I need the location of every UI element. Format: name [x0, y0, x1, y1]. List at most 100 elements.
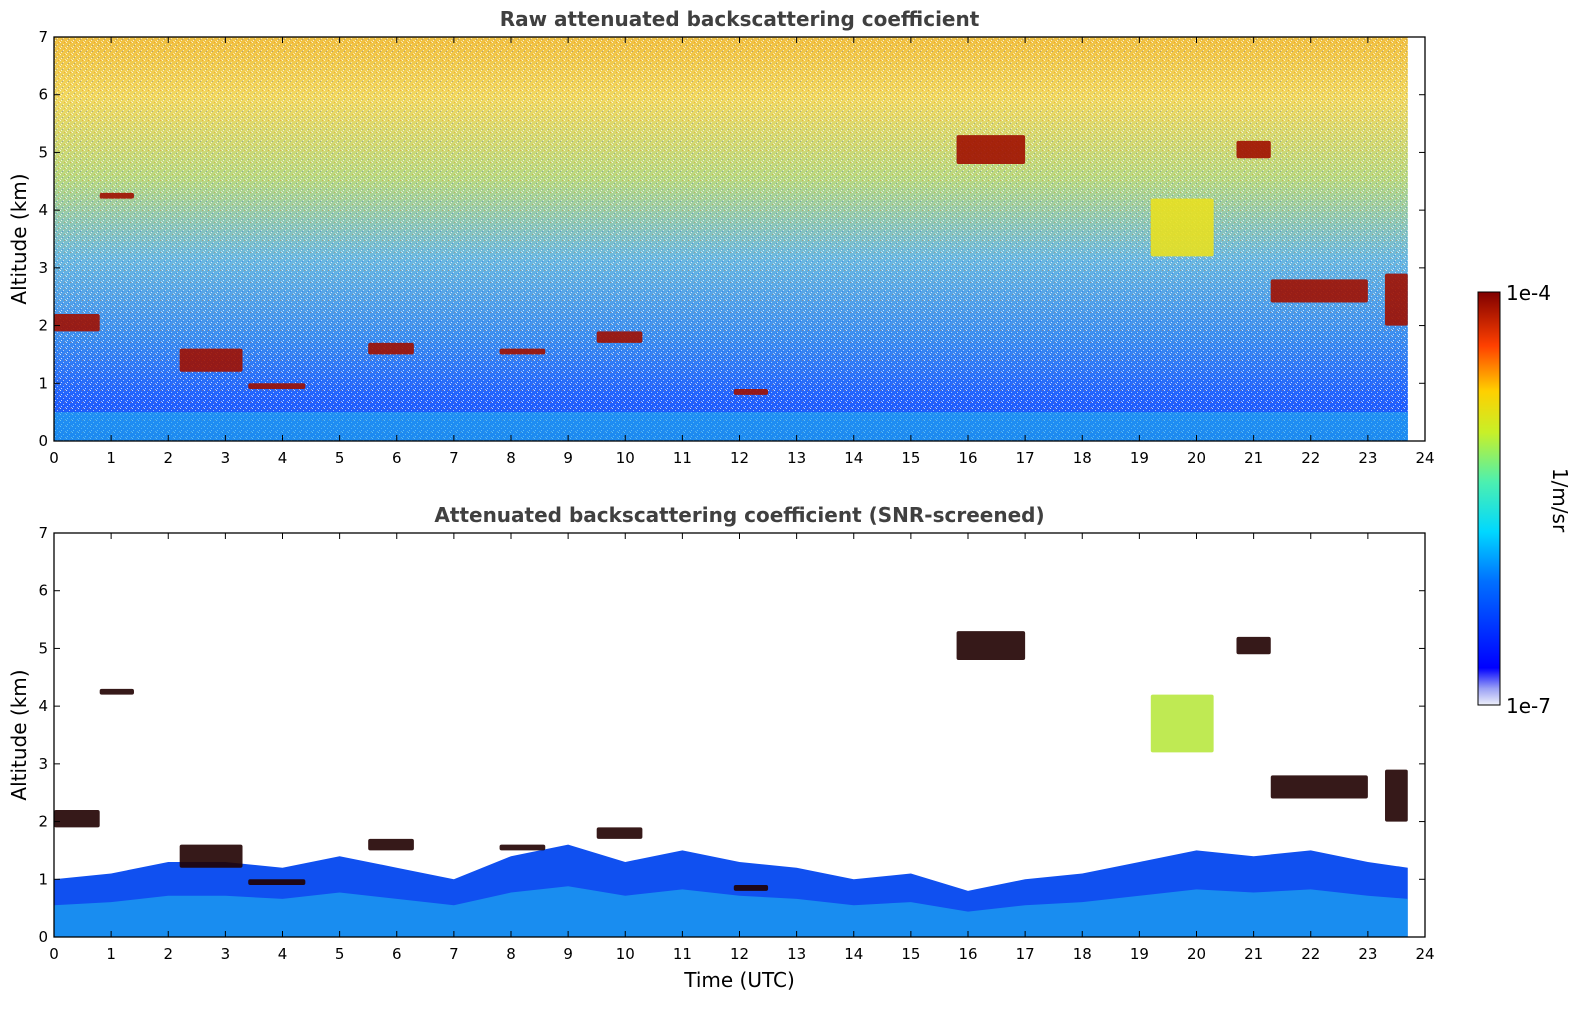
y-axis-ticks: 0 1 2 3 4 5 6 7 — [38, 524, 1425, 946]
x-axis-label: Time (UTC) — [683, 968, 795, 992]
x-tick-label: 22 — [1301, 945, 1320, 963]
screened-cloud-layer — [54, 810, 100, 828]
y-tick-label: 6 — [38, 86, 48, 104]
x-tick-label: 16 — [958, 449, 977, 467]
x-tick-label: 19 — [1130, 945, 1149, 963]
screened-cloud-layer — [956, 631, 1026, 660]
x-tick-label: 4 — [278, 449, 288, 467]
chart-title: Attenuated backscattering coefficient (S… — [434, 503, 1044, 527]
x-tick-label: 17 — [1016, 945, 1035, 963]
y-tick-label: 1 — [38, 374, 48, 392]
y-tick-label: 1 — [38, 870, 48, 888]
x-tick-label: 10 — [616, 449, 635, 467]
screened-cloud-layer — [596, 827, 643, 839]
y-axis-label: Altitude (km) — [7, 173, 31, 304]
cloud-layer — [1150, 198, 1214, 257]
y-tick-label: 6 — [38, 582, 48, 600]
y-tick-label: 7 — [38, 524, 48, 542]
colorbar: 1e-4 1e-7 1/m/sr — [1477, 281, 1572, 718]
screened-cloud-layer — [499, 844, 546, 851]
x-tick-label: 18 — [1073, 449, 1092, 467]
y-tick-label: 0 — [38, 928, 48, 946]
x-tick-label: 5 — [335, 945, 345, 963]
x-tick-label: 1 — [106, 449, 116, 467]
cloud-layers — [54, 37, 1408, 441]
cloud-layer — [499, 348, 546, 355]
y-tick-label: 4 — [38, 201, 48, 219]
noise-speckle — [54, 37, 1408, 441]
y-tick-label: 5 — [38, 143, 48, 161]
y-tick-label: 2 — [38, 813, 48, 831]
x-axis-ticks: 0 1 2 3 4 5 6 7 8 9 10 11 12 13 14 15 16 17 18 19 20 21 22 23 24 — [49, 533, 1435, 963]
screened-signal-field — [54, 631, 1408, 937]
y-tick-label: 0 — [38, 432, 48, 450]
x-tick-label: 7 — [449, 945, 459, 963]
x-tick-label: 2 — [163, 449, 173, 467]
x-tick-label: 0 — [49, 449, 59, 467]
x-tick-label: 23 — [1358, 449, 1377, 467]
x-tick-label: 21 — [1244, 449, 1263, 467]
cloud-layer — [1385, 273, 1408, 326]
screened-cloud-layer — [733, 885, 769, 891]
cloud-layer — [733, 389, 769, 395]
x-tick-label: 4 — [278, 945, 288, 963]
cloud-layer — [1270, 279, 1368, 303]
aerosol-band — [54, 886, 1408, 937]
colorbar-min-label: 1e-7 — [1506, 694, 1551, 718]
cloud-layer — [54, 314, 100, 332]
cloud-layer — [368, 342, 414, 355]
x-tick-label: 1 — [106, 945, 116, 963]
x-tick-label: 19 — [1130, 449, 1149, 467]
x-axis-ticks: 0 1 2 3 4 5 6 7 8 9 10 11 12 13 14 15 16 17 18 19 20 21 22 23 24 — [49, 37, 1435, 467]
cloud-layer — [99, 192, 134, 199]
x-tick-label: 13 — [787, 945, 806, 963]
boundary-layer — [54, 412, 1408, 441]
x-tick-label: 0 — [49, 945, 59, 963]
x-tick-label: 3 — [221, 945, 231, 963]
y-tick-label: 3 — [38, 259, 48, 277]
cloud-layer — [248, 383, 306, 390]
screened-cloud-layer — [248, 879, 306, 886]
x-tick-label: 2 — [163, 945, 173, 963]
x-tick-label: 16 — [958, 945, 977, 963]
x-tick-label: 6 — [392, 449, 402, 467]
screened-cloud-layer — [1236, 636, 1271, 655]
x-tick-label: 9 — [563, 945, 573, 963]
x-tick-label: 3 — [221, 449, 231, 467]
x-tick-label: 9 — [563, 449, 573, 467]
y-tick-label: 5 — [38, 639, 48, 657]
screened-cloud-layer — [99, 688, 134, 695]
x-tick-label: 12 — [730, 945, 749, 963]
cloud-layer — [179, 348, 243, 372]
y-tick-label: 7 — [38, 28, 48, 46]
y-tick-label: 2 — [38, 317, 48, 335]
x-tick-label: 13 — [787, 449, 806, 467]
colorbar-gradient — [1477, 291, 1501, 706]
x-tick-label: 15 — [901, 449, 920, 467]
x-tick-label: 15 — [901, 945, 920, 963]
x-tick-label: 20 — [1187, 945, 1206, 963]
y-axis-ticks: 0 1 2 3 4 5 6 7 — [38, 28, 1425, 450]
raw-backscatter-panel: Raw attenuated backscattering coefficien… — [7, 7, 1435, 467]
x-tick-label: 12 — [730, 449, 749, 467]
x-tick-label: 24 — [1415, 449, 1434, 467]
screened-cloud-layer — [1270, 775, 1368, 799]
screened-cloud-layer — [368, 838, 414, 851]
x-tick-label: 23 — [1358, 945, 1377, 963]
cloud-layer — [1236, 140, 1271, 159]
snr-screened-panel: Attenuated backscattering coefficient (S… — [7, 503, 1435, 992]
screened-cloud-layer — [179, 844, 243, 868]
x-tick-label: 20 — [1187, 449, 1206, 467]
x-tick-label: 6 — [392, 945, 402, 963]
x-tick-label: 14 — [844, 449, 863, 467]
colorbar-unit-label: 1/m/sr — [1548, 468, 1572, 533]
x-tick-label: 22 — [1301, 449, 1320, 467]
cloud-layer — [596, 331, 643, 343]
colorbar-max-label: 1e-4 — [1506, 281, 1551, 305]
x-tick-label: 18 — [1073, 945, 1092, 963]
x-tick-label: 8 — [506, 449, 516, 467]
cloud-layer — [956, 135, 1026, 164]
x-tick-label: 5 — [335, 449, 345, 467]
x-tick-label: 7 — [449, 449, 459, 467]
